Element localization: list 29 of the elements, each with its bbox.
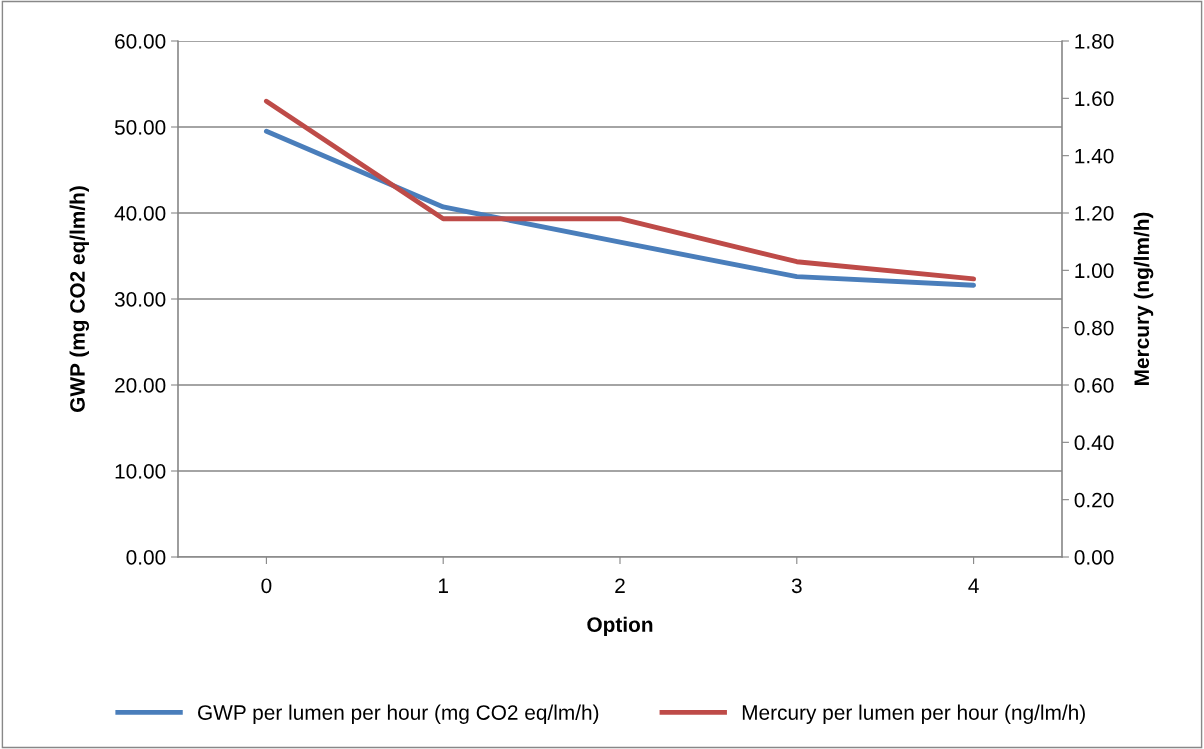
- x-tick-label: 3: [791, 578, 802, 594]
- y2-tick-label: 0.60: [1074, 378, 1114, 393]
- y-tick-label: 60.00: [115, 34, 166, 49]
- y2-tick-label: 1.40: [1075, 148, 1114, 164]
- y2-tick-label: 1.60: [1075, 91, 1114, 107]
- y2-tick-label: 0.20: [1074, 492, 1114, 508]
- x-tick-label: 0: [261, 578, 272, 594]
- y-axis-title: GWP (mg CO2 eq/lm/h): [69, 186, 90, 412]
- x-axis-title: Option: [587, 616, 653, 637]
- y-tick-label: 0.00: [126, 550, 166, 565]
- y-tick-label: 30.00: [114, 292, 166, 307]
- y2-axis-title: Mercury (ng/lm/h): [1133, 212, 1154, 385]
- y-tick-label: 20.00: [115, 378, 166, 393]
- line-series: [263, 98, 977, 282]
- y2-tick-label: 1.80: [1075, 34, 1114, 49]
- x-tick-label: 1: [439, 578, 448, 593]
- y2-tick-label: 0.80: [1074, 320, 1114, 336]
- line-series: [263, 128, 977, 288]
- y-tick-label: 50.00: [114, 120, 166, 135]
- y2-tick-label: 0.00: [1074, 550, 1114, 565]
- y-tick-label: 10.00: [115, 464, 166, 479]
- y2-tick-label: 0.40: [1074, 435, 1114, 451]
- y-tick-label: 40.00: [114, 206, 166, 221]
- x-tick-label: 2: [615, 578, 625, 593]
- legend-label: Mercury per lumen per hour (ng/lm/h): [742, 704, 1085, 724]
- legend-label: GWP per lumen per hour (mg CO2 eq/lm/h): [198, 704, 599, 724]
- y2-tick-label: 1.20: [1075, 206, 1114, 221]
- x-tick-label: 4: [968, 578, 979, 593]
- y2-tick-label: 1.00: [1075, 263, 1114, 279]
